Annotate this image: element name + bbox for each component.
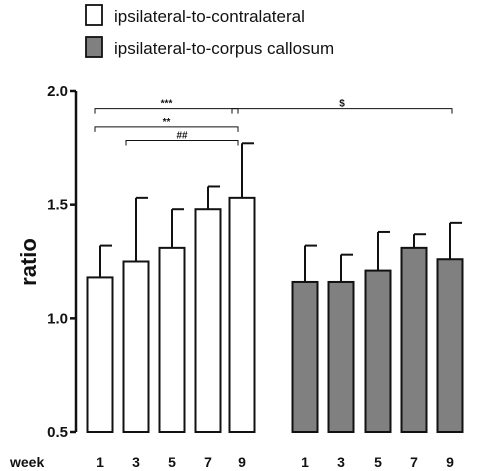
x-tick-label: 1 bbox=[301, 454, 309, 470]
x-tick-label: 5 bbox=[168, 454, 176, 470]
bar bbox=[158, 246, 186, 433]
plot-area: 0.51.01.52.01 3 5 7 9 1 3 5 7 9*****##$ bbox=[47, 83, 464, 470]
x-tick-label: 3 bbox=[337, 454, 345, 470]
significance-label: ** bbox=[163, 117, 171, 128]
significance-bracket bbox=[94, 126, 239, 132]
legend-label-series-2: ipsilateral-to-corpus callosum bbox=[114, 39, 334, 58]
y-tick-label: 1.0 bbox=[47, 310, 68, 327]
legend-label-series-1: ipsilateral-to-contralateral bbox=[114, 7, 305, 26]
bar bbox=[291, 280, 319, 433]
bar bbox=[194, 208, 222, 433]
bar bbox=[228, 196, 256, 433]
significance-label: ## bbox=[176, 131, 188, 142]
x-tick-label: 9 bbox=[446, 454, 454, 470]
legend-swatch-series-1 bbox=[85, 4, 103, 26]
x-tick-label: 7 bbox=[204, 454, 212, 470]
x-tick-label: 1 bbox=[96, 454, 104, 470]
bar bbox=[86, 276, 114, 433]
significance-bracket bbox=[125, 140, 239, 146]
legend-swatch-series-2 bbox=[85, 36, 103, 58]
bar bbox=[436, 258, 464, 433]
legend: ipsilateral-to-contralateral ipsilateral… bbox=[85, 4, 334, 58]
y-tick-label: 2.0 bbox=[47, 83, 68, 100]
bar bbox=[364, 269, 392, 433]
x-tick-label: 9 bbox=[238, 454, 246, 470]
x-tick-label: 3 bbox=[132, 454, 140, 470]
y-axis-label: ratio bbox=[16, 238, 41, 286]
y-tick-label: 1.5 bbox=[47, 197, 68, 214]
significance-bracket bbox=[231, 108, 453, 114]
significance-label: $ bbox=[339, 99, 345, 110]
bar bbox=[400, 246, 428, 433]
x-tick-label: 7 bbox=[410, 454, 418, 470]
x-tick-label: 5 bbox=[374, 454, 382, 470]
y-tick-label: 0.5 bbox=[47, 424, 68, 441]
significance-bracket bbox=[94, 108, 239, 114]
bar bbox=[327, 280, 355, 433]
significance-label: *** bbox=[161, 99, 173, 110]
bar bbox=[122, 260, 150, 433]
x-axis-label: week bbox=[9, 454, 44, 470]
